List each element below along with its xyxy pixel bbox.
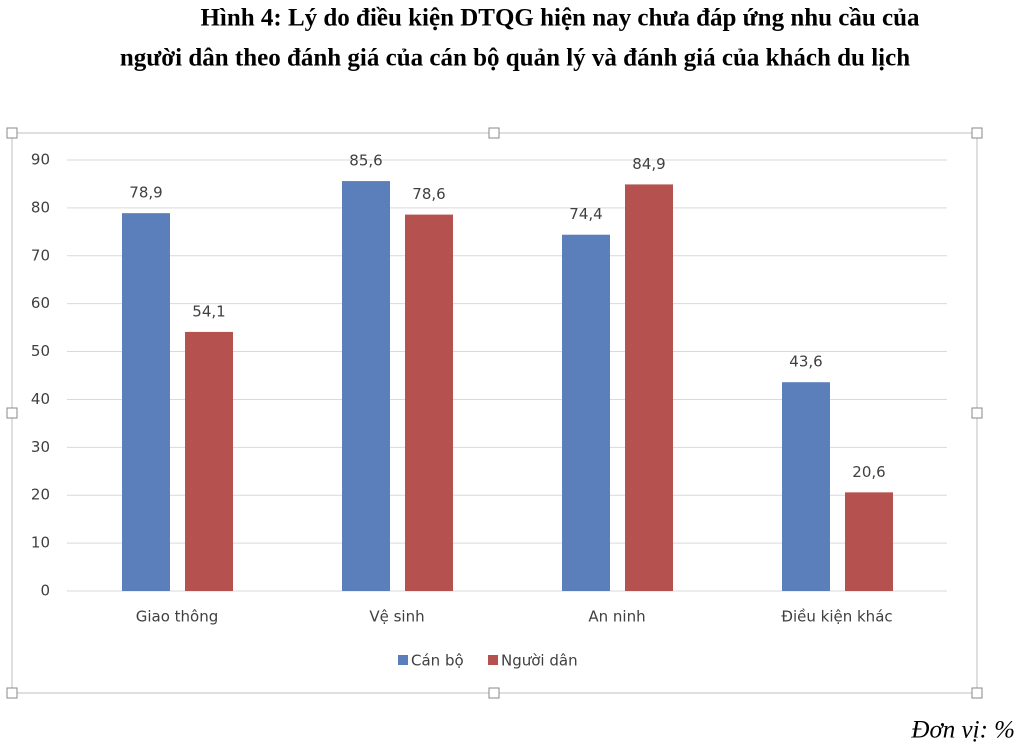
bar — [845, 492, 893, 591]
legend-swatch — [488, 655, 498, 665]
bar — [782, 382, 830, 591]
legend-swatch — [398, 655, 408, 665]
data-label: 78,9 — [129, 184, 162, 202]
chart-title: Hình 4: Lý do điều kiện DTQG hiện nay ch… — [200, 5, 920, 32]
y-tick-label: 0 — [40, 582, 50, 600]
x-tick-label: Điều kiện khác — [781, 608, 892, 626]
x-tick-label: An ninh — [588, 608, 645, 626]
y-tick-label: 70 — [31, 246, 50, 264]
bar — [342, 181, 390, 591]
data-label: 78,6 — [412, 185, 445, 203]
data-label: 20,6 — [852, 463, 885, 481]
y-tick-label: 50 — [31, 342, 50, 360]
bar — [405, 214, 453, 592]
y-tick-label: 60 — [31, 294, 50, 312]
x-tick-label: Vệ sinh — [369, 608, 424, 626]
unit-note: Đơn vị: % — [910, 717, 1015, 744]
data-label: 43,6 — [789, 353, 822, 371]
legend-label: Người dân — [501, 652, 578, 670]
y-tick-label: 40 — [31, 390, 50, 408]
y-tick-label: 90 — [31, 151, 50, 169]
data-label: 54,1 — [192, 302, 225, 320]
y-tick-label: 10 — [31, 534, 50, 552]
bar — [562, 234, 610, 591]
data-label: 84,9 — [632, 155, 665, 173]
frame-handles — [6, 127, 983, 699]
x-tick-label: Giao thông — [136, 608, 219, 626]
bar — [625, 184, 673, 591]
data-label: 85,6 — [349, 152, 382, 170]
bar — [122, 213, 170, 591]
chart-title: người dân theo đánh giá của cán bộ quản … — [120, 45, 910, 72]
y-tick-label: 80 — [31, 198, 50, 216]
bar — [185, 331, 233, 591]
y-tick-label: 30 — [31, 438, 50, 456]
y-tick-label: 20 — [31, 486, 50, 504]
legend-label: Cán bộ — [411, 652, 464, 670]
data-label: 74,4 — [569, 205, 602, 223]
